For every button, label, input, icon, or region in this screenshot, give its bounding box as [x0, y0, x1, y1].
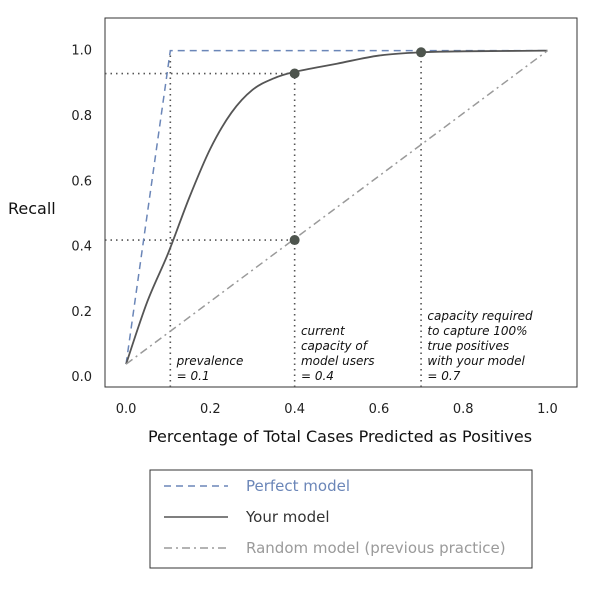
annotation-0-line: prevalence	[176, 354, 244, 368]
plot-frame	[104, 17, 578, 388]
marker-point-0	[289, 68, 300, 79]
series-line-random-model-previous-practice	[125, 50, 548, 365]
legend-label: Perfect model	[246, 477, 350, 495]
y-tick-labels: 0.0 0.2 0.4 0.6 0.8 1.0	[71, 44, 92, 386]
x-tick-labels: 0.0 0.2 0.4 0.6 0.8 1.0	[116, 402, 558, 417]
y-tick-label: 0.2	[71, 305, 92, 320]
x-tick-label: 0.8	[453, 402, 474, 417]
y-tick-label: 0.6	[71, 174, 92, 189]
markers	[289, 47, 427, 246]
annotation-1-line: current	[301, 324, 346, 338]
x-tick-label: 0.6	[369, 402, 390, 417]
x-tick-label: 1.0	[537, 402, 558, 417]
annotation-0-line: = 0.1	[177, 369, 210, 383]
y-axis-label: Recall	[8, 199, 56, 218]
marker-point-2	[416, 47, 427, 58]
y-tick-label: 1.0	[71, 44, 92, 59]
legend-label: Random model (previous practice)	[246, 539, 506, 557]
x-tick-label: 0.2	[200, 402, 221, 417]
annotation-2-line: with your model	[427, 354, 525, 368]
y-tick-label: 0.4	[71, 240, 92, 255]
y-tick-label: 0.0	[71, 370, 92, 385]
marker-point-1	[289, 235, 300, 246]
annotation-2-line: true positives	[427, 339, 509, 353]
annotation-1-line: = 0.4	[301, 369, 334, 383]
legend-label: Your model	[245, 508, 330, 526]
annotation-2-line: = 0.7	[427, 369, 460, 383]
y-tick-label: 0.8	[71, 109, 92, 124]
x-tick-label: 0.4	[284, 402, 305, 417]
series-line-your-model	[125, 49, 548, 365]
x-tick-label: 0.0	[116, 402, 137, 417]
annotation-2-line: to capture 100%	[427, 324, 527, 338]
legend: Perfect model Your model Random model (pre…	[164, 477, 506, 557]
annotation-1-line: model users	[301, 354, 375, 368]
annotation-1-line: capacity of	[301, 339, 369, 353]
annotation-2-line: capacity required	[427, 309, 533, 323]
x-axis-label: Percentage of Total Cases Predicted as P…	[148, 427, 532, 446]
